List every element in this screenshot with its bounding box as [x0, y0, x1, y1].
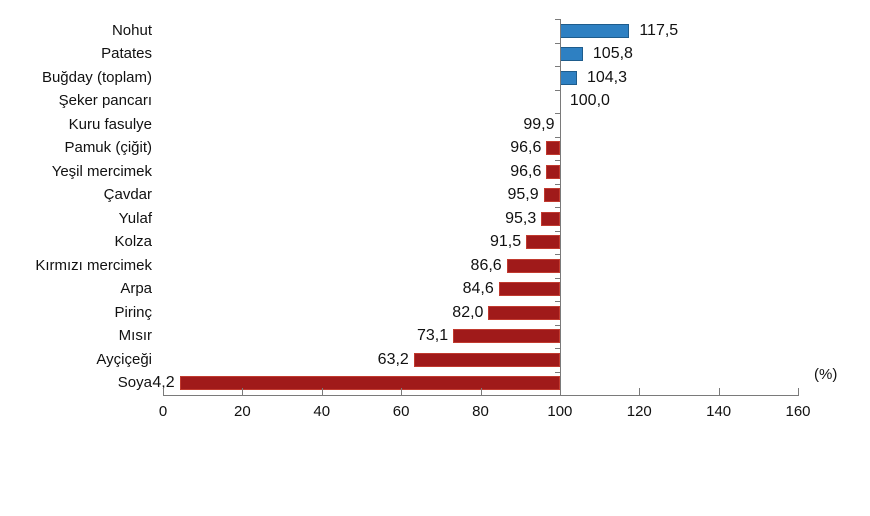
value-label: 4,2: [152, 374, 175, 392]
value-label: 86,6: [470, 256, 502, 274]
bar-above-baseline: [559, 70, 577, 85]
value-label: 91,5: [490, 233, 522, 251]
bar-below-baseline: [526, 235, 560, 250]
value-axis-tick: [163, 388, 164, 395]
value-axis-tick: [559, 388, 561, 395]
category-label: Soya: [117, 374, 152, 392]
bar-below-baseline: [543, 188, 560, 203]
category-label: Yeşil mercimek: [51, 162, 152, 180]
category-label: Buğday (toplam): [41, 68, 152, 86]
value-axis-tick-label: 40: [313, 403, 331, 420]
value-label: 104,3: [586, 68, 627, 86]
bar-above-baseline: [559, 47, 583, 62]
value-axis-tick-label: 120: [626, 403, 652, 420]
category-axis-tick: [554, 324, 560, 326]
bar-below-baseline: [488, 305, 560, 320]
value-axis-tick-label: 160: [785, 403, 811, 420]
category-label: Pamuk (çiğit): [64, 139, 152, 157]
value-label: 105,8: [592, 45, 633, 63]
category-label: Arpa: [120, 280, 152, 298]
category-axis-tick: [554, 277, 560, 279]
value-axis-tick: [401, 388, 403, 395]
category-axis-tick: [554, 160, 560, 161]
value-label: 96,6: [510, 162, 542, 180]
category-label: Kuru fasulye: [68, 115, 152, 133]
value-axis-tick-label: 100: [547, 403, 573, 420]
value-axis-tick-label: 60: [392, 403, 410, 420]
bar-below-baseline: [546, 164, 560, 179]
category-label: Nohut: [111, 21, 152, 39]
value-axis-tick-label: 80: [472, 403, 489, 420]
value-axis-line: [163, 395, 799, 396]
category-label: Mısır: [118, 327, 152, 345]
category-label: Patates: [101, 45, 152, 63]
value-label: 84,6: [462, 280, 494, 298]
category-label: Yulaf: [118, 209, 152, 227]
bar-below-baseline: [453, 329, 560, 344]
category-axis-tick: [554, 230, 560, 232]
category-axis-tick: [554, 42, 560, 44]
bar-below-baseline: [498, 282, 560, 297]
value-axis-tick-label: 20: [234, 403, 251, 420]
category-axis-line: [559, 19, 561, 395]
value-axis-tick: [321, 388, 323, 395]
bar-below-baseline: [506, 258, 560, 273]
value-label: 95,3: [505, 209, 537, 227]
value-label: 100,0: [569, 92, 610, 110]
category-axis-tick: [554, 254, 560, 255]
value-label: 95,9: [507, 186, 539, 204]
category-axis-tick: [554, 348, 560, 349]
value-axis-tick: [798, 388, 799, 395]
value-axis-tick: [718, 388, 720, 395]
value-axis-tick-label: 0: [158, 403, 168, 420]
value-label: 99,9: [523, 115, 555, 133]
value-label: 117,5: [639, 21, 679, 39]
value-axis-tick: [480, 388, 482, 395]
category-axis-tick: [554, 136, 560, 138]
category-label: Pirinç: [114, 303, 152, 321]
value-axis-tick: [639, 388, 641, 395]
category-axis-tick: [554, 183, 560, 185]
unit-label: (%): [814, 366, 838, 383]
bar-below-baseline: [546, 141, 560, 156]
category-axis-tick: [554, 207, 560, 208]
value-axis-tick: [242, 388, 244, 395]
category-label: Çavdar: [103, 186, 152, 204]
value-label: 73,1: [416, 327, 449, 345]
category-axis-tick: [554, 371, 560, 373]
bar-above-baseline: [559, 23, 630, 38]
category-axis-tick: [554, 113, 560, 114]
bar-below-baseline: [541, 211, 560, 226]
category-axis-tick: [554, 66, 560, 67]
bar-below-baseline: [179, 376, 560, 391]
category-axis-tick: [554, 301, 560, 302]
value-label: 63,2: [377, 350, 409, 368]
value-axis-tick-label: 140: [706, 403, 732, 420]
bar-below-baseline: [413, 352, 560, 367]
category-label: Şeker pancarı: [58, 92, 152, 110]
category-label: Kırmızı mercimek: [35, 256, 152, 274]
value-label: 82,0: [452, 303, 484, 321]
category-axis-tick: [554, 19, 560, 20]
value-label: 96,6: [510, 139, 542, 157]
category-label: Kolza: [114, 233, 152, 251]
category-label: Ayçiçeği: [96, 350, 152, 368]
category-axis-tick: [554, 89, 560, 91]
